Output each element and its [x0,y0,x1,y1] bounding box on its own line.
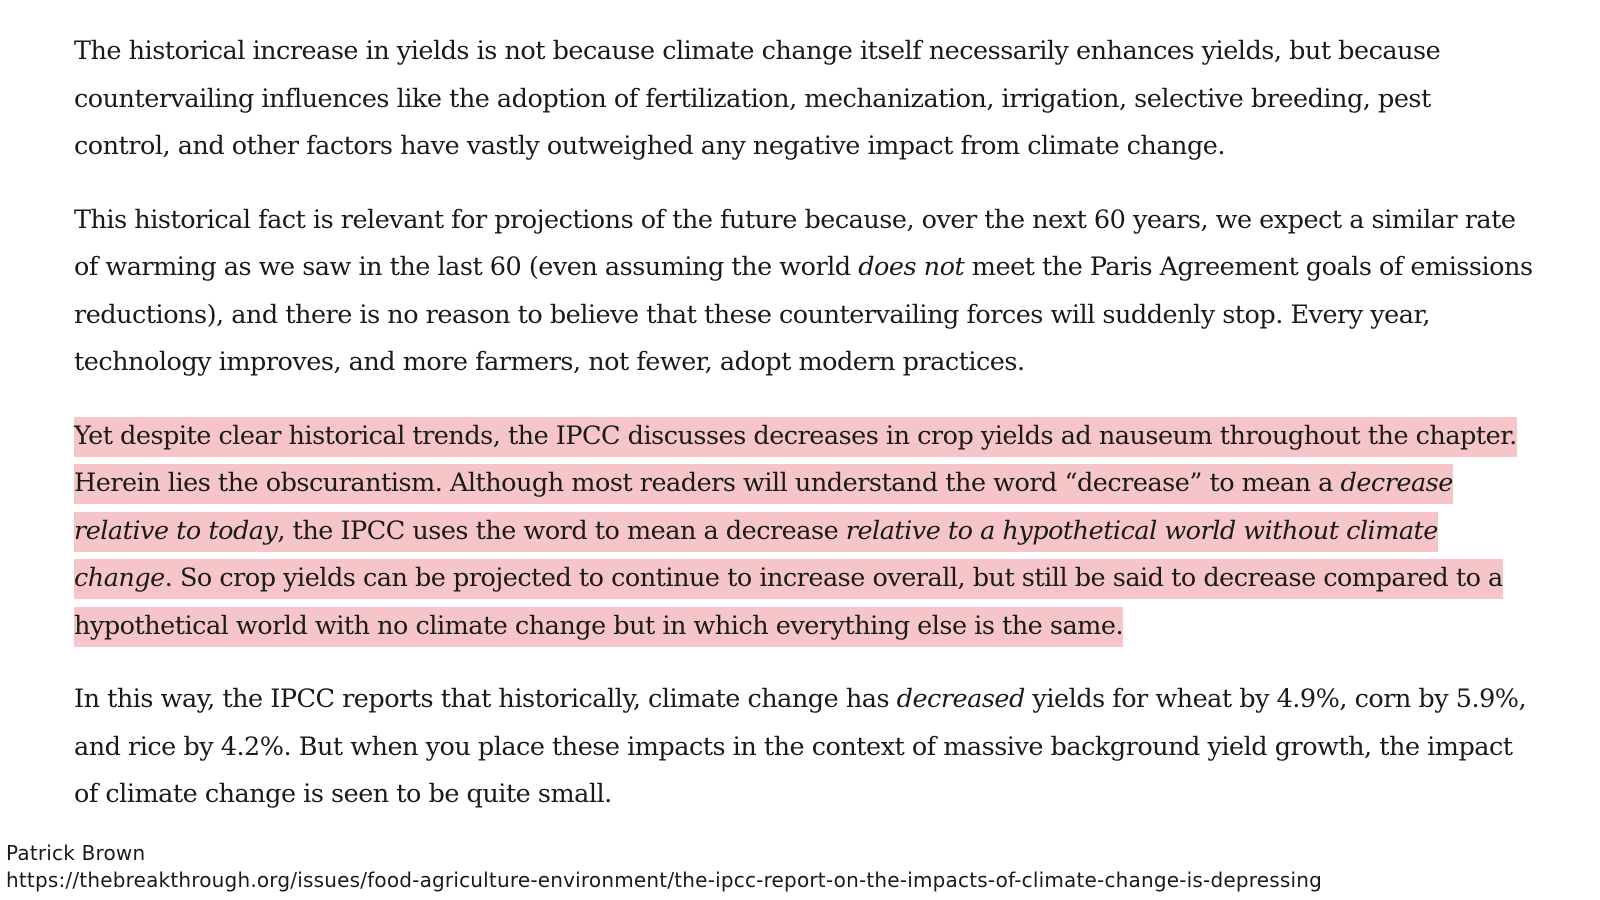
paragraph-4-emphasis: decreased [896,684,1026,714]
paragraph-2: This historical fact is relevant for pro… [74,197,1534,387]
paragraph-4-text-a: In this way, the IPCC reports that histo… [74,684,897,714]
paragraph-3-text-c: . So crop yields can be projected to con… [74,563,1503,641]
paragraph-2-text-a: This historical fact is relevant for pro… [74,204,1516,283]
highlight-mark: Yet despite clear historical trends, the… [74,416,1517,647]
paragraph-1: The historical increase in yields is not… [74,28,1534,171]
paragraph-3-emphasis-1: decrease relative to today [74,468,1453,546]
source-credit: Patrick Brown https://thebreakthrough.or… [6,840,1322,894]
source-url: https://thebreakthrough.org/issues/food-… [6,868,1323,892]
paragraph-3-emphasis-2: relative to a hypothetical world without… [74,515,1438,594]
paragraph-3-text-a: Yet despite clear historical trends, the… [74,420,1517,499]
paragraph-2-emphasis: does not [858,252,965,282]
paragraph-4: In this way, the IPCC reports that histo… [74,676,1534,819]
article-body: The historical increase in yields is not… [74,28,1534,845]
paragraph-2-text-b: meet the Paris Agreement goals of emissi… [74,252,1533,377]
paragraph-3-text-b: , the IPCC uses the word to mean a decre… [277,515,846,546]
paragraph-4-text-b: yields for wheat by 4.9%, corn by 5.9%, … [74,684,1527,809]
author-name: Patrick Brown [6,841,146,865]
paragraph-1-text: The historical increase in yields is not… [74,36,1441,161]
paragraph-3-highlighted: Yet despite clear historical trends, the… [74,413,1534,651]
